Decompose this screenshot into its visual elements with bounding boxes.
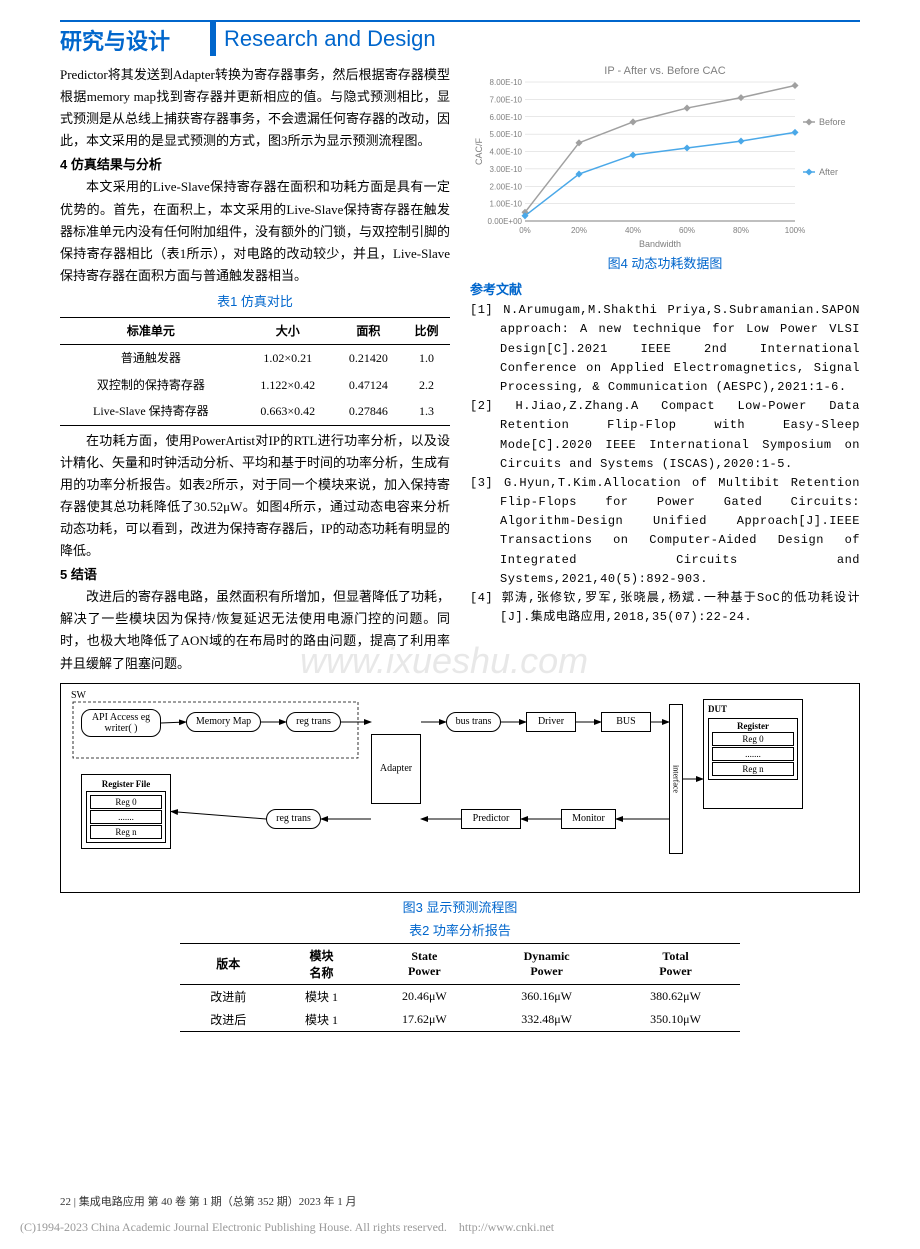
table1-r0c1: 1.02×0.21 bbox=[242, 345, 334, 372]
node-dut: DUTRegisterReg 0.......Reg n bbox=[703, 699, 803, 809]
table1-col3: 比例 bbox=[403, 318, 450, 345]
table1-r2c3: 1.3 bbox=[403, 398, 450, 425]
copyright-text: (C)1994-2023 China Academic Journal Elec… bbox=[20, 1220, 447, 1234]
table2-col3: Dynamic Power bbox=[482, 943, 611, 984]
para-conclusion: 改进后的寄存器电路，虽然面积有所增加，但显著降低了功耗，解决了一些模块因为保持/… bbox=[60, 586, 450, 674]
table2-r0c0: 改进前 bbox=[180, 984, 277, 1008]
table1-r1c3: 2.2 bbox=[403, 372, 450, 398]
table1-r1c0: 双控制的保持寄存器 bbox=[60, 372, 242, 398]
svg-text:60%: 60% bbox=[679, 226, 695, 235]
page-header: 研究与设计 Research and Design bbox=[60, 20, 860, 56]
svg-text:20%: 20% bbox=[571, 226, 587, 235]
ref-4: [4] 郭涛,张修钦,罗军,张晓晨,杨斌.一种基于SoC的低功耗设计[J].集成… bbox=[470, 589, 860, 627]
right-column: IP - After vs. Before CAC 0.00E+00 1.00E-1… bbox=[470, 64, 860, 677]
table1-col1: 大小 bbox=[242, 318, 334, 345]
header-cn: 研究与设计 bbox=[60, 24, 170, 56]
svg-text:6.00E-10: 6.00E-10 bbox=[490, 113, 523, 122]
node-regtrans1: reg trans bbox=[286, 712, 341, 732]
table2-col2: State Power bbox=[366, 943, 482, 984]
svg-text:80%: 80% bbox=[733, 226, 749, 235]
table2-r1c4: 350.10μW bbox=[611, 1008, 740, 1032]
section5-title: 5 结语 bbox=[60, 564, 450, 586]
table1-r2c0: Live-Slave 保持寄存器 bbox=[60, 398, 242, 425]
node-regfile: Register FileReg 0.......Reg n bbox=[81, 774, 171, 849]
table2-col4: Total Power bbox=[611, 943, 740, 984]
table2: 版本 模块 名称 State Power Dynamic Power Total… bbox=[180, 943, 740, 1032]
table1-col2: 面积 bbox=[334, 318, 403, 345]
copyright-url: http://www.cnki.net bbox=[459, 1220, 554, 1234]
table2-col0: 版本 bbox=[180, 943, 277, 984]
table1-caption: 表1 仿真对比 bbox=[60, 291, 450, 313]
node-memmap: Memory Map bbox=[186, 712, 261, 732]
svg-text:5.00E-10: 5.00E-10 bbox=[490, 130, 523, 139]
node-interface: interface bbox=[669, 704, 683, 854]
ref-3: [3] G.Hyun,T.Kim.Allocation of Multibit … bbox=[470, 474, 860, 589]
svg-text:0%: 0% bbox=[519, 226, 531, 235]
refs-title: 参考文献 bbox=[470, 279, 860, 301]
para-liveslave: 本文采用的Live-Slave保持寄存器在面积和功耗方面是具有一定优势的。首先，… bbox=[60, 176, 450, 286]
left-column: Predictor将其发送到Adapter转换为寄存器事务，然后根据寄存器模型根… bbox=[60, 64, 450, 677]
two-column-layout: Predictor将其发送到Adapter转换为寄存器事务，然后根据寄存器模型根… bbox=[60, 64, 860, 677]
svg-text:Before: Before bbox=[819, 117, 846, 127]
header-divider bbox=[210, 22, 216, 56]
svg-text:3.00E-10: 3.00E-10 bbox=[490, 165, 523, 174]
table1-r0c3: 1.0 bbox=[403, 345, 450, 372]
table1-r1c2: 0.47124 bbox=[334, 372, 403, 398]
table2-r1c3: 332.48μW bbox=[482, 1008, 611, 1032]
table2-container: 表2 功率分析报告 版本 模块 名称 State Power Dynamic P… bbox=[60, 920, 860, 1032]
svg-text:4.00E-10: 4.00E-10 bbox=[490, 148, 523, 157]
svg-text:8.00E-10: 8.00E-10 bbox=[490, 78, 523, 87]
svg-text:100%: 100% bbox=[785, 226, 805, 235]
chart-container: IP - After vs. Before CAC 0.00E+00 1.00E-1… bbox=[470, 64, 860, 249]
section4-title: 4 仿真结果与分析 bbox=[60, 154, 450, 176]
table2-r0c3: 360.16μW bbox=[482, 984, 611, 1008]
svg-text:1.00E-10: 1.00E-10 bbox=[490, 200, 523, 209]
svg-text:CAC/F: CAC/F bbox=[474, 137, 484, 165]
ref-2: [2] H.Jiao,Z.Zhang.A Compact Low-Power D… bbox=[470, 397, 860, 474]
table2-r1c2: 17.62μW bbox=[366, 1008, 482, 1032]
table1: 标准单元 大小 面积 比例 普通触发器 1.02×0.21 0.21420 1.… bbox=[60, 317, 450, 426]
page-footer: 22 | 集成电路应用 第 40 卷 第 1 期（总第 352 期）2023 年… bbox=[60, 1193, 356, 1209]
node-regtrans2: reg trans bbox=[266, 809, 321, 829]
svg-text:After: After bbox=[819, 167, 838, 177]
table2-r1c1: 模块 1 bbox=[277, 1008, 367, 1032]
svg-text:2.00E-10: 2.00E-10 bbox=[490, 182, 523, 191]
ref-1: [1] N.Arumugam,M.Shakthi Priya,S.Subrama… bbox=[470, 301, 860, 397]
table1-r2c2: 0.27846 bbox=[334, 398, 403, 425]
table1-col0: 标准单元 bbox=[60, 318, 242, 345]
table2-r0c2: 20.46μW bbox=[366, 984, 482, 1008]
figure4-caption: 图4 动态功耗数据图 bbox=[470, 253, 860, 275]
node-api: API Access eg writer( ) bbox=[81, 709, 161, 737]
svg-text:0.00E+00: 0.00E+00 bbox=[488, 217, 523, 226]
table2-r0c1: 模块 1 bbox=[277, 984, 367, 1008]
svg-text:Bandwidth: Bandwidth bbox=[639, 239, 681, 249]
table2-col1: 模块 名称 bbox=[277, 943, 367, 984]
line-chart: IP - After vs. Before CAC 0.00E+00 1.00E-1… bbox=[470, 64, 860, 249]
table1-r1c1: 1.122×0.42 bbox=[242, 372, 334, 398]
svg-text:IP - After vs. Before CAC: IP - After vs. Before CAC bbox=[604, 65, 726, 77]
table2-caption: 表2 功率分析报告 bbox=[60, 920, 860, 939]
svg-text:40%: 40% bbox=[625, 226, 641, 235]
table1-r2c1: 0.663×0.42 bbox=[242, 398, 334, 425]
table2-r0c4: 380.62μW bbox=[611, 984, 740, 1008]
header-en: Research and Design bbox=[224, 26, 436, 52]
node-predictor: Predictor bbox=[461, 809, 521, 829]
flowchart-diagram: SW API Access eg writer( )Memory Mapreg … bbox=[60, 683, 860, 893]
figure3-caption: 图3 显示预测流程图 bbox=[60, 897, 860, 916]
para-powerartist: 在功耗方面，使用PowerArtist对IP的RTL进行功率分析，以及设计精化、… bbox=[60, 430, 450, 563]
svg-text:7.00E-10: 7.00E-10 bbox=[490, 95, 523, 104]
table1-r0c0: 普通触发器 bbox=[60, 345, 242, 372]
node-adapter: Adapter bbox=[371, 734, 421, 804]
para-predictor: Predictor将其发送到Adapter转换为寄存器事务，然后根据寄存器模型根… bbox=[60, 64, 450, 152]
node-bus: BUS bbox=[601, 712, 651, 732]
node-driver: Driver bbox=[526, 712, 576, 732]
table2-r1c0: 改进后 bbox=[180, 1008, 277, 1032]
node-monitor: Monitor bbox=[561, 809, 616, 829]
node-bustrans: bus trans bbox=[446, 712, 501, 732]
copyright: (C)1994-2023 China Academic Journal Elec… bbox=[20, 1220, 554, 1235]
table1-r0c2: 0.21420 bbox=[334, 345, 403, 372]
